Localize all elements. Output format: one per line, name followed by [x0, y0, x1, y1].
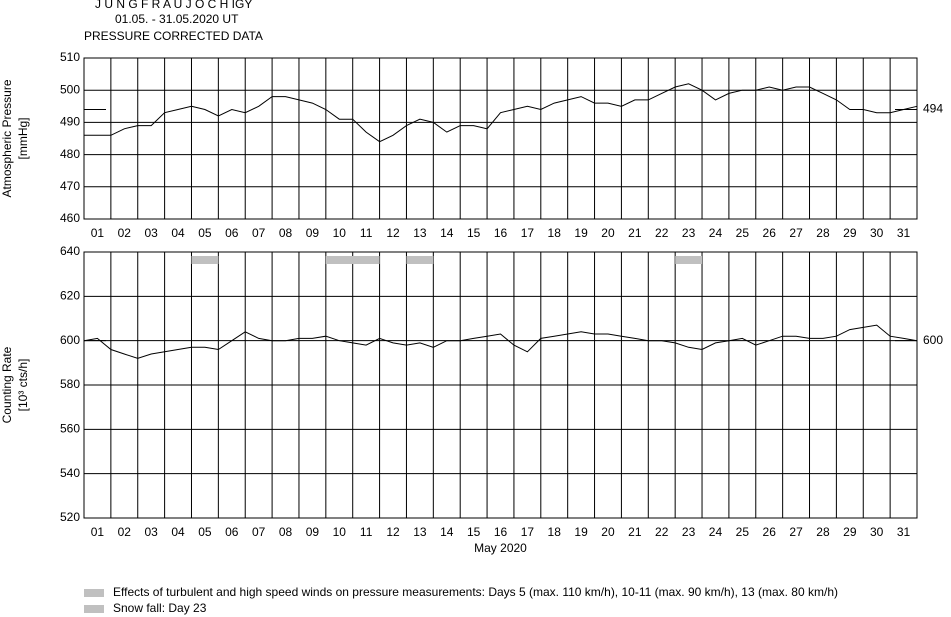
x-tick-label: 01 — [91, 525, 105, 539]
y-tick-label: 510 — [60, 50, 80, 64]
title-line: 01.05. - 31.05.2020 UT — [115, 12, 239, 26]
x-tick-label: 10 — [333, 525, 347, 539]
x-tick-label: 23 — [682, 525, 696, 539]
y-tick-label: 520 — [60, 510, 80, 524]
x-tick-label: 30 — [870, 525, 884, 539]
y-tick-label: 490 — [60, 115, 80, 129]
x-tick-label: 28 — [816, 226, 830, 240]
x-tick-label: 20 — [601, 525, 615, 539]
legend-swatch — [84, 605, 104, 613]
x-tick-label: 09 — [306, 226, 320, 240]
x-tick-label: 25 — [736, 525, 750, 539]
y-axis-label: [10³ cts/h] — [16, 359, 30, 412]
x-tick-label: 29 — [843, 525, 857, 539]
x-tick-label: 07 — [252, 525, 266, 539]
legend-label: Effects of turbulent and high speed wind… — [113, 585, 838, 599]
reference-label: 600 — [923, 333, 943, 347]
y-tick-label: 470 — [60, 179, 80, 193]
y-axis-label: Counting Rate — [0, 346, 14, 423]
event-bar — [325, 256, 380, 264]
x-tick-label: 29 — [843, 226, 857, 240]
y-tick-label: 560 — [60, 422, 80, 436]
y-tick-label: 640 — [60, 244, 80, 258]
x-tick-label: 14 — [440, 525, 454, 539]
x-tick-label: 15 — [467, 226, 481, 240]
x-tick-label: 02 — [118, 226, 132, 240]
x-tick-label: 26 — [763, 226, 777, 240]
x-tick-label: 18 — [548, 525, 562, 539]
x-tick-label: 16 — [494, 226, 508, 240]
x-tick-label: 10 — [333, 226, 347, 240]
x-tick-label: 12 — [386, 525, 400, 539]
x-tick-label: 07 — [252, 226, 266, 240]
legend-label: Snow fall: Day 23 — [113, 601, 207, 615]
x-tick-label: 03 — [144, 525, 158, 539]
x-tick-label: 02 — [118, 525, 132, 539]
x-tick-label: 30 — [870, 226, 884, 240]
y-tick-label: 540 — [60, 466, 80, 480]
y-tick-label: 580 — [60, 377, 80, 391]
x-tick-label: 22 — [655, 525, 669, 539]
x-tick-label: 11 — [360, 226, 373, 240]
x-axis-label: May 2020 — [474, 541, 527, 555]
event-bar — [191, 256, 219, 264]
x-tick-label: 19 — [574, 226, 588, 240]
x-tick-label: 08 — [279, 226, 293, 240]
x-tick-label: 20 — [601, 226, 615, 240]
x-tick-label: 31 — [897, 525, 911, 539]
y-tick-label: 500 — [60, 82, 80, 96]
x-tick-label: 11 — [360, 525, 373, 539]
plot-frame — [83, 57, 918, 220]
x-tick-label: 04 — [171, 525, 185, 539]
x-tick-label: 28 — [816, 525, 830, 539]
event-bar — [675, 256, 703, 264]
x-tick-label: 27 — [789, 525, 803, 539]
x-tick-label: 24 — [709, 226, 723, 240]
y-tick-label: 600 — [60, 333, 80, 347]
x-tick-label: 22 — [655, 226, 669, 240]
data-line — [84, 83, 918, 143]
x-tick-label: 08 — [279, 525, 293, 539]
x-tick-label: 05 — [198, 226, 212, 240]
x-tick-label: 13 — [413, 226, 427, 240]
y-tick-label: 620 — [60, 289, 80, 303]
y-axis-label: [mmHg] — [16, 118, 30, 160]
reference-label: 494 — [923, 102, 943, 116]
data-line — [83, 324, 918, 359]
x-tick-label: 06 — [225, 525, 239, 539]
y-tick-label: 460 — [60, 211, 80, 225]
x-tick-label: 25 — [736, 226, 750, 240]
legend-swatch — [84, 589, 104, 597]
x-tick-label: 09 — [306, 525, 320, 539]
x-tick-label: 16 — [494, 525, 508, 539]
y-axis-label: Atmospheric Pressure — [0, 79, 14, 197]
x-tick-label: 05 — [198, 525, 212, 539]
x-tick-label: 06 — [225, 226, 239, 240]
title-line: PRESSURE CORRECTED DATA — [84, 29, 263, 43]
x-tick-label: 17 — [521, 525, 535, 539]
y-tick-label: 480 — [60, 147, 80, 161]
x-tick-label: 19 — [574, 525, 588, 539]
x-tick-label: 04 — [171, 226, 185, 240]
x-tick-label: 24 — [709, 525, 723, 539]
x-tick-label: 01 — [91, 226, 105, 240]
x-tick-label: 03 — [144, 226, 158, 240]
x-tick-label: 27 — [789, 226, 803, 240]
x-tick-label: 12 — [386, 226, 400, 240]
x-tick-label: 13 — [413, 525, 427, 539]
title-line: J U N G F R A U J O C H IGY — [95, 0, 252, 11]
x-tick-label: 21 — [628, 525, 642, 539]
x-tick-label: 18 — [548, 226, 562, 240]
x-tick-label: 14 — [440, 226, 454, 240]
x-tick-label: 23 — [682, 226, 696, 240]
event-bar — [406, 256, 434, 264]
x-tick-label: 17 — [521, 226, 535, 240]
x-tick-label: 31 — [897, 226, 911, 240]
x-tick-label: 15 — [467, 525, 481, 539]
x-tick-label: 21 — [628, 226, 642, 240]
x-tick-label: 26 — [763, 525, 777, 539]
